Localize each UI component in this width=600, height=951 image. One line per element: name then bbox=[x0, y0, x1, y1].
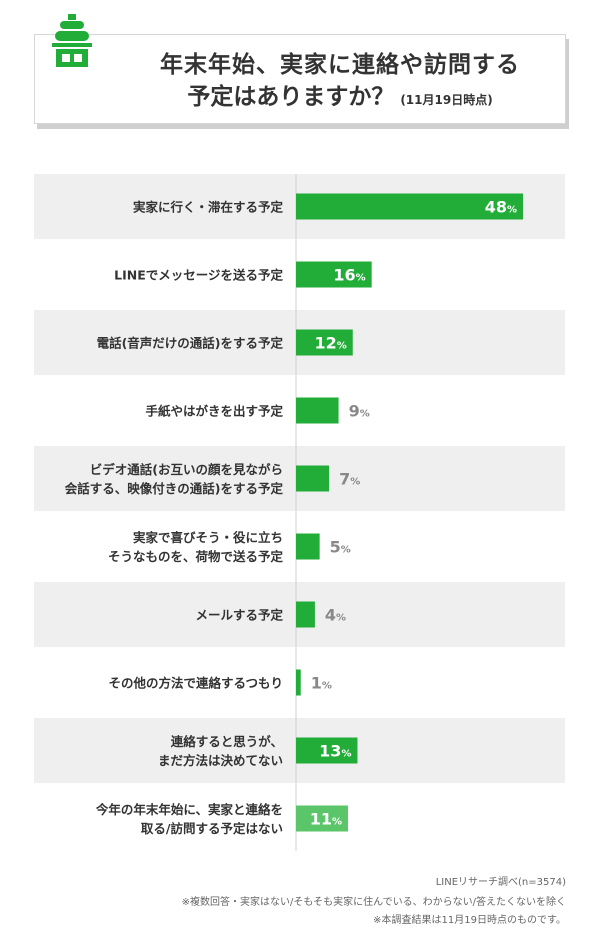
bar bbox=[296, 737, 358, 764]
data-label: 13% bbox=[319, 742, 351, 761]
bar bbox=[296, 329, 353, 356]
footnote-2: ※本調査結果は11月19日時点のものです。 bbox=[373, 915, 566, 926]
data-label: 1% bbox=[311, 674, 332, 693]
category-label: LINEでメッセージを送る予定 bbox=[114, 268, 283, 283]
bar bbox=[296, 193, 523, 220]
data-label: 9% bbox=[349, 402, 370, 421]
category-label: 連絡すると思うが、 bbox=[171, 734, 283, 749]
footnote-1: ※複数回答・実家はない/そもそも実家に住んでいる、わからない/答えたくないを除く bbox=[181, 897, 566, 908]
bar bbox=[296, 669, 301, 696]
category-label: まだ方法は決めてない bbox=[158, 753, 283, 768]
title-line-1: 年末年始、実家に連絡や訪問する bbox=[160, 52, 520, 78]
category-label: 取る/訪問する予定はない bbox=[141, 821, 283, 836]
bar bbox=[296, 261, 372, 288]
title-box bbox=[34, 34, 566, 124]
bar bbox=[296, 601, 315, 628]
source-note: LINEリサーチ調べ(n=3574) bbox=[435, 877, 566, 888]
bar bbox=[296, 533, 320, 560]
data-label: 16% bbox=[333, 266, 365, 285]
category-label: 会話する、映像付きの通話)をする予定 bbox=[65, 481, 284, 496]
data-label: 5% bbox=[330, 538, 351, 557]
data-label: 7% bbox=[339, 470, 360, 489]
bar bbox=[296, 805, 349, 832]
category-label: 手紙やはがきを出す予定 bbox=[145, 404, 283, 419]
category-label: メールする予定 bbox=[195, 608, 283, 623]
data-label: 4% bbox=[325, 606, 346, 625]
category-label: そうなものを、荷物で送る予定 bbox=[108, 549, 284, 564]
category-label: ビデオ通話(お互いの顔を見ながら bbox=[90, 462, 283, 477]
category-label: 実家で喜びそう・役に立ち bbox=[133, 530, 283, 545]
title-question: 予定はありますか？ bbox=[187, 84, 395, 110]
title-date-note: (11月19日時点) bbox=[400, 93, 493, 107]
data-label: 48% bbox=[485, 198, 517, 217]
category-label: 電話(音声だけの通話)をする予定 bbox=[97, 336, 284, 351]
category-label: 今年の年末年始に、実家と連絡を bbox=[95, 802, 283, 817]
bar bbox=[296, 465, 330, 492]
category-label: 実家に行く・滞在する予定 bbox=[133, 200, 284, 215]
bar bbox=[296, 397, 339, 424]
chart-title: 年末年始、実家に連絡や訪問する 予定はありますか？ (11月19日時点) bbox=[110, 50, 570, 117]
data-label: 11% bbox=[310, 810, 342, 829]
kagami-mochi-icon bbox=[52, 14, 92, 67]
title-line-2: 予定はありますか？ (11月19日時点) bbox=[110, 80, 570, 117]
data-label: 12% bbox=[314, 334, 346, 353]
category-label: その他の方法で連絡するつもり bbox=[108, 676, 283, 691]
